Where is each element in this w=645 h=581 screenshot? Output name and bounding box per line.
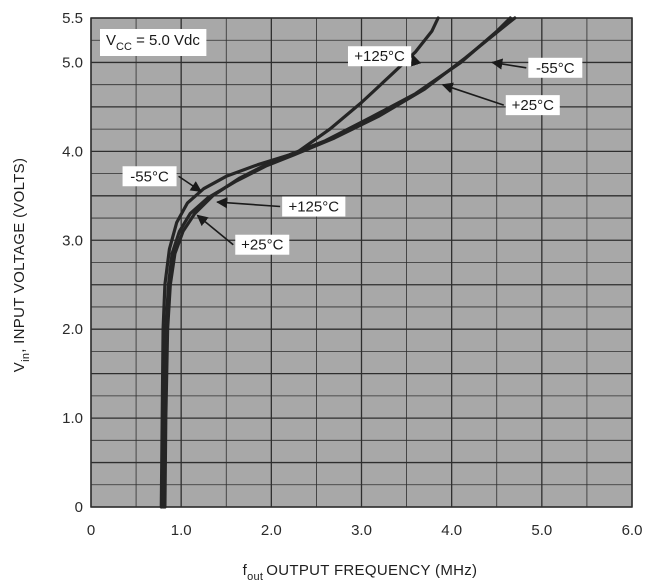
y-tick-label: 5.5 — [62, 10, 83, 27]
annotation-label: +125°C — [354, 48, 405, 65]
condition-label-text: VCC = 5.0 Vdc — [106, 32, 200, 53]
y-tick-label: 2.0 — [62, 321, 83, 338]
annotation-label: +25°C — [512, 97, 554, 114]
annotation-background — [347, 46, 412, 67]
y-tick-label: 3.0 — [62, 232, 83, 249]
annotation-4: +125°C — [216, 196, 346, 217]
condition-symbol: V — [106, 32, 116, 49]
condition-label-background — [100, 29, 207, 56]
annotation-arrow — [216, 197, 281, 209]
y-tick-label: 4.0 — [62, 143, 83, 160]
x-tick-label: 1.0 — [171, 522, 192, 539]
tick-labels: 0 1.0 2.0 3.0 4.0 5.0 6.0 0 1.0 2.0 3.0 4.0 5.0 5.5 — [62, 10, 642, 539]
annotation-2: +25°C — [441, 82, 560, 116]
y-axis-label: , INPUT VOLTAGE (VOLTS) — [11, 158, 28, 353]
y-axis-title: Vin, INPUT VOLTAGE (VOLTS) — [11, 158, 32, 372]
x-tick-label: 5.0 — [531, 522, 552, 539]
y-axis-symbol: V — [11, 362, 28, 372]
y-tick-label: 0 — [75, 499, 83, 516]
annotation-background — [122, 166, 177, 187]
annotation-arrow — [491, 58, 527, 70]
annotation-label: -55°C — [536, 60, 575, 77]
annotation-1: -55°C — [491, 57, 583, 78]
annotation-background — [528, 57, 583, 78]
x-tick-label: 3.0 — [351, 522, 372, 539]
annotation-label: +125°C — [288, 198, 339, 215]
annotation-label: +25°C — [241, 237, 283, 254]
condition-subscript: CC — [116, 41, 132, 53]
y-tick-label: 5.0 — [62, 54, 83, 71]
annotation-arrow — [178, 175, 202, 193]
y-tick-label: 1.0 — [62, 410, 83, 427]
x-tick-label: 2.0 — [261, 522, 282, 539]
x-axis-title: fout OUTPUT FREQUENCY (MHz) — [243, 562, 478, 581]
x-tick-label: 0 — [87, 522, 95, 539]
annotation-label: -55°C — [130, 168, 169, 185]
condition-value: = 5.0 Vdc — [132, 32, 200, 49]
x-axis-label: OUTPUT FREQUENCY (MHz) — [266, 562, 477, 579]
x-tick-label: 4.0 — [441, 522, 462, 539]
annotation-0: +125°C — [347, 46, 422, 67]
annotation-3: -55°C — [122, 166, 202, 193]
annotation-arrow — [441, 82, 505, 106]
annotation-background — [235, 234, 290, 255]
x-axis-subscript: out — [247, 571, 263, 581]
annotation-arrow — [196, 214, 234, 246]
annotations: +125°C -55°C +25°C -55°C +125°C +25°C — [122, 46, 583, 255]
condition-label: VCC = 5.0 Vdc — [100, 29, 207, 56]
annotation-background — [505, 95, 560, 116]
curve-series-2 — [161, 16, 517, 509]
y-axis-subscript: in — [20, 353, 32, 362]
annotation-background — [282, 196, 346, 217]
x-axis-symbol: f — [243, 562, 248, 579]
annotation-5: +25°C — [196, 214, 290, 255]
x-tick-label: 6.0 — [622, 522, 643, 539]
